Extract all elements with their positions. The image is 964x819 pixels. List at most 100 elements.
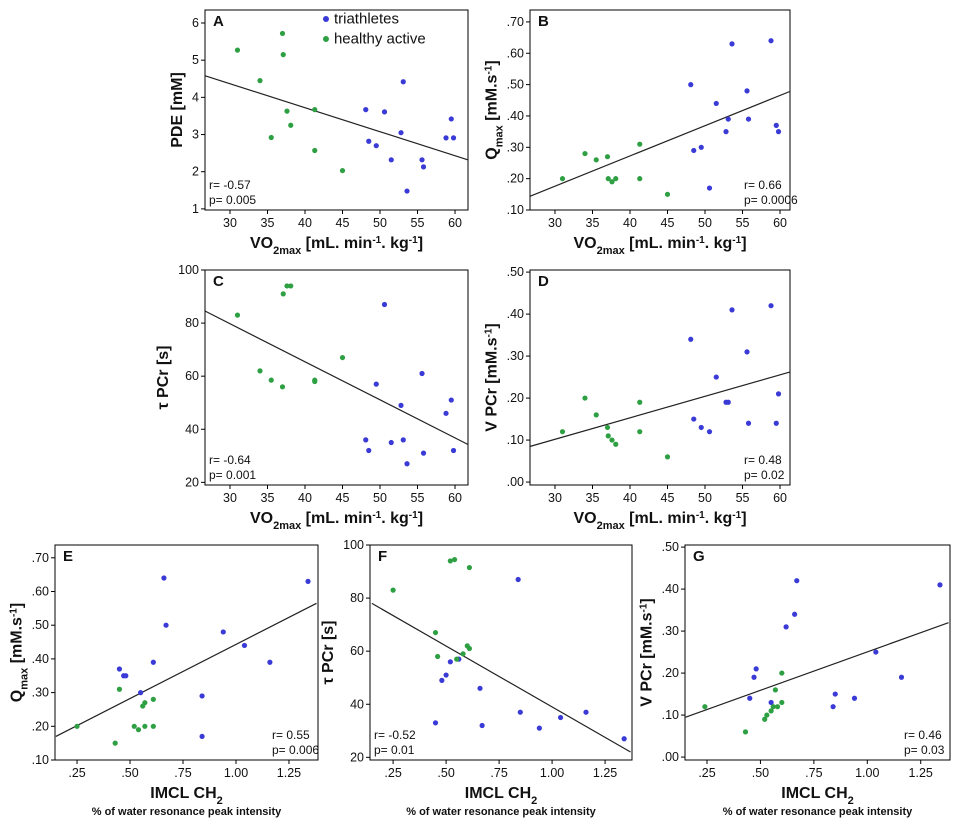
y-tick-label: 60 [185,369,199,383]
point [404,461,410,467]
point [768,699,774,706]
point [706,185,713,191]
point [388,439,394,446]
regression-line [530,90,790,197]
label-part: 2 [217,795,223,807]
annotation: p= 0.01 [374,743,415,757]
x-tick-label: 1.00 [540,766,564,780]
point [398,402,404,408]
x-tick-label: 35 [586,491,600,505]
y-tick-label: .40 [32,652,49,666]
x-tick-label: 55 [411,216,425,230]
point [725,116,731,122]
label-part: ] [418,235,423,252]
point [536,725,542,731]
point [390,587,396,593]
point [779,670,785,676]
point [762,716,768,722]
plot-frame [529,9,791,211]
point [234,312,241,318]
point [363,437,369,443]
label-part: max [494,124,506,147]
point [466,645,473,652]
point [131,723,137,729]
point [783,624,789,630]
label-part: -1 [409,510,418,521]
point [116,666,123,672]
point [593,412,599,418]
axis-label: VO2max [mL. min-1. kg-1] [250,510,423,533]
label-part: . kg [705,510,733,527]
x-tick-label: 30 [223,216,237,230]
point [770,704,776,710]
point [725,399,731,405]
x-tick-label: 55 [736,216,750,230]
panel-letter: F [378,548,387,565]
label-part: -1 [696,510,705,521]
label-part: [mL. min [625,235,696,252]
label-part: VO [250,510,273,527]
x-tick-label: 1.25 [593,766,617,780]
x-tick-label: 30 [548,491,562,505]
label-part: -1 [372,235,381,246]
label-part: 2max [597,520,626,532]
point [751,674,757,680]
y-tick-label: .50 [662,540,679,554]
legend-label: triathletes [334,11,399,28]
point [312,377,318,383]
point [404,188,410,194]
label-part: ] [418,510,423,527]
point [873,649,879,655]
label-part: -1 [696,235,705,246]
point [613,176,619,182]
point [451,556,458,563]
y-tick-label: 100 [178,263,199,277]
x-tick-label: 45 [661,216,675,230]
point [450,135,457,141]
point [241,642,248,649]
x-tick-label: .75 [490,766,507,780]
regression-line [685,622,949,718]
y-tick-label: .00 [507,475,524,489]
label-part: IMCL CH [465,785,531,802]
annotation: r= 0.66 [744,178,782,192]
y-tick-label: .70 [32,551,49,565]
point [366,447,372,454]
point [898,674,905,680]
point [747,695,753,701]
point [234,47,241,53]
point [112,740,118,746]
x-tick-label: 45 [661,491,675,505]
point [443,672,449,678]
x-tick-label: 1.25 [277,766,301,780]
y-tick-label: .40 [507,307,524,321]
label-part: 2max [597,245,626,257]
point [723,129,729,135]
label-part: ] [741,510,746,527]
label-part: ] [9,603,26,608]
annotation: r= -0.64 [209,453,251,467]
point [450,447,457,454]
x-tick-label: 50 [698,216,712,230]
point [621,736,627,742]
y-tick-label: .00 [662,750,679,764]
point [698,144,704,150]
label-part: . kg [381,235,409,252]
panel-letter: D [538,273,549,290]
point [163,622,169,628]
point [691,416,697,422]
label-part: ] [484,60,501,65]
point [664,191,671,197]
x-tick-label: 1.25 [909,766,933,780]
point [400,437,406,443]
point [116,686,123,692]
panel-letter: E [63,548,73,565]
label-part: Q [9,690,26,702]
y-tick-label: 100 [343,538,364,552]
point [447,659,453,665]
point [637,429,643,435]
point [373,381,379,387]
x-tick-label: 40 [298,216,312,230]
y-tick-label: .50 [507,265,524,279]
